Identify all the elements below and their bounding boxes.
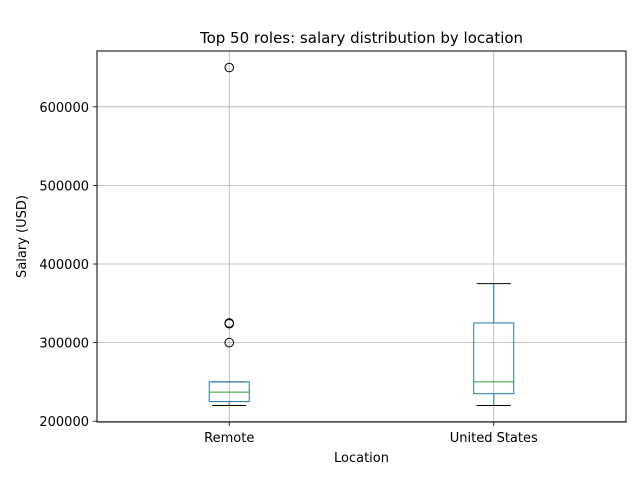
outlier-point: [224, 318, 235, 328]
y-tick-label: 200000: [39, 415, 89, 430]
y-axis-title: Salary (USD): [15, 195, 30, 278]
plot-frame: [96, 50, 627, 423]
outlier-point: [224, 337, 235, 348]
box-group: [208, 62, 250, 406]
y-tick-label: 600000: [39, 101, 89, 116]
box-group: [473, 283, 515, 406]
x-axis-title: Location: [334, 451, 389, 466]
y-tick-label: 500000: [39, 179, 89, 194]
iqr-box: [473, 322, 515, 395]
chart-title: Top 50 roles: salary distribution by loc…: [199, 29, 523, 47]
boxes-layer: [208, 62, 515, 406]
x-tick-label: Remote: [204, 431, 254, 446]
y-tick-label: 300000: [39, 337, 89, 352]
grid-lines: [97, 51, 626, 422]
axis-ticks: 200000 300000 400000 500000 600000 Remote Unit…: [39, 101, 538, 446]
outlier-point: [224, 62, 235, 73]
y-tick-label: 400000: [39, 258, 89, 273]
x-tick-label: United States: [450, 431, 538, 446]
